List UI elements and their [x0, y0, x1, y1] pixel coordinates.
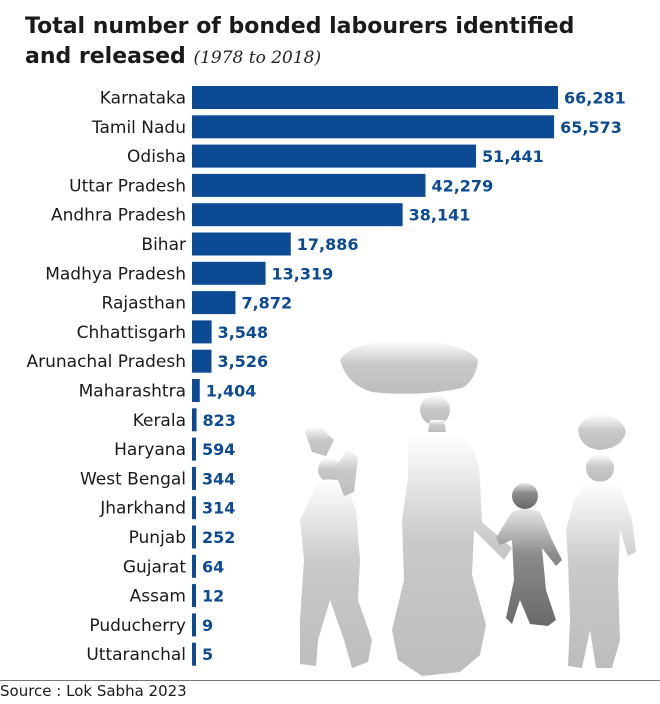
value-label: 42,279 — [431, 176, 493, 195]
value-label: 9 — [202, 616, 213, 635]
category-label: Rajasthan — [102, 294, 187, 314]
value-label: 17,886 — [297, 235, 359, 254]
bar — [192, 642, 196, 666]
value-label: 12 — [202, 587, 224, 606]
value-label: 51,441 — [482, 147, 544, 166]
value-label: 1,404 — [206, 382, 257, 401]
category-label: Maharashtra — [79, 382, 186, 402]
silhouette-illustration — [300, 340, 636, 676]
bar — [192, 173, 426, 197]
chart-title: Total number of bonded labourers identif… — [25, 12, 645, 73]
value-label: 314 — [202, 499, 235, 518]
bar — [192, 496, 196, 520]
value-label: 65,573 — [560, 118, 622, 137]
value-label: 252 — [202, 528, 235, 547]
category-label: Uttaranchal — [86, 645, 186, 665]
title-period: (1978 to 2018) — [193, 48, 322, 68]
category-label: Chhattisgarh — [77, 323, 186, 343]
bar — [192, 525, 196, 549]
category-label: West Bengal — [80, 469, 186, 489]
value-label: 66,281 — [564, 89, 626, 108]
bar — [192, 613, 196, 637]
bar — [192, 408, 197, 432]
drinking-person-figure — [300, 426, 372, 668]
category-label: Madhya Pradesh — [45, 264, 186, 284]
category-label: Punjab — [129, 528, 186, 548]
value-label: 64 — [202, 557, 224, 576]
bar — [192, 437, 196, 461]
bar — [192, 349, 212, 373]
source-note: Source : Lok Sabha 2023 — [0, 680, 660, 704]
bar — [192, 379, 200, 402]
person-with-basket-figure — [566, 414, 636, 668]
category-label: Odisha — [127, 147, 186, 167]
title-line-2: and released (1978 to 2018) — [25, 42, 645, 73]
bar — [192, 320, 212, 344]
woman-with-head-load-figure — [340, 340, 512, 676]
value-label: 5 — [202, 645, 213, 664]
category-label: Arunachal Pradesh — [27, 352, 187, 372]
bar — [192, 554, 196, 578]
category-label: Assam — [130, 587, 186, 607]
category-label: Haryana — [114, 440, 186, 460]
bar — [192, 203, 403, 227]
value-label: 344 — [202, 469, 235, 488]
title-line-1: Total number of bonded labourers identif… — [25, 14, 575, 39]
value-label: 823 — [203, 411, 236, 430]
category-label: Bihar — [141, 235, 186, 255]
category-label: Puducherry — [89, 616, 186, 636]
value-label: 594 — [202, 440, 235, 459]
value-label: 13,319 — [272, 264, 334, 283]
bar — [192, 584, 196, 608]
value-label: 7,872 — [241, 294, 292, 313]
title-main-part: and released — [25, 44, 186, 69]
category-label: Gujarat — [123, 557, 186, 577]
bar — [192, 144, 477, 168]
child-figure — [496, 483, 562, 626]
value-label: 38,141 — [409, 206, 471, 225]
category-label: Andhra Pradesh — [51, 206, 186, 226]
category-label: Uttar Pradesh — [69, 176, 186, 196]
bar — [192, 115, 555, 139]
bar — [192, 466, 196, 490]
category-label: Kerala — [133, 411, 186, 431]
bar — [192, 291, 236, 315]
bar — [192, 86, 558, 109]
category-label: Karnataka — [100, 89, 186, 109]
bar — [192, 261, 266, 285]
category-label: Tamil Nadu — [91, 118, 186, 138]
bar — [192, 232, 291, 256]
value-label: 3,548 — [218, 323, 269, 342]
category-label: Jharkhand — [99, 499, 186, 519]
value-label: 3,526 — [217, 352, 268, 371]
